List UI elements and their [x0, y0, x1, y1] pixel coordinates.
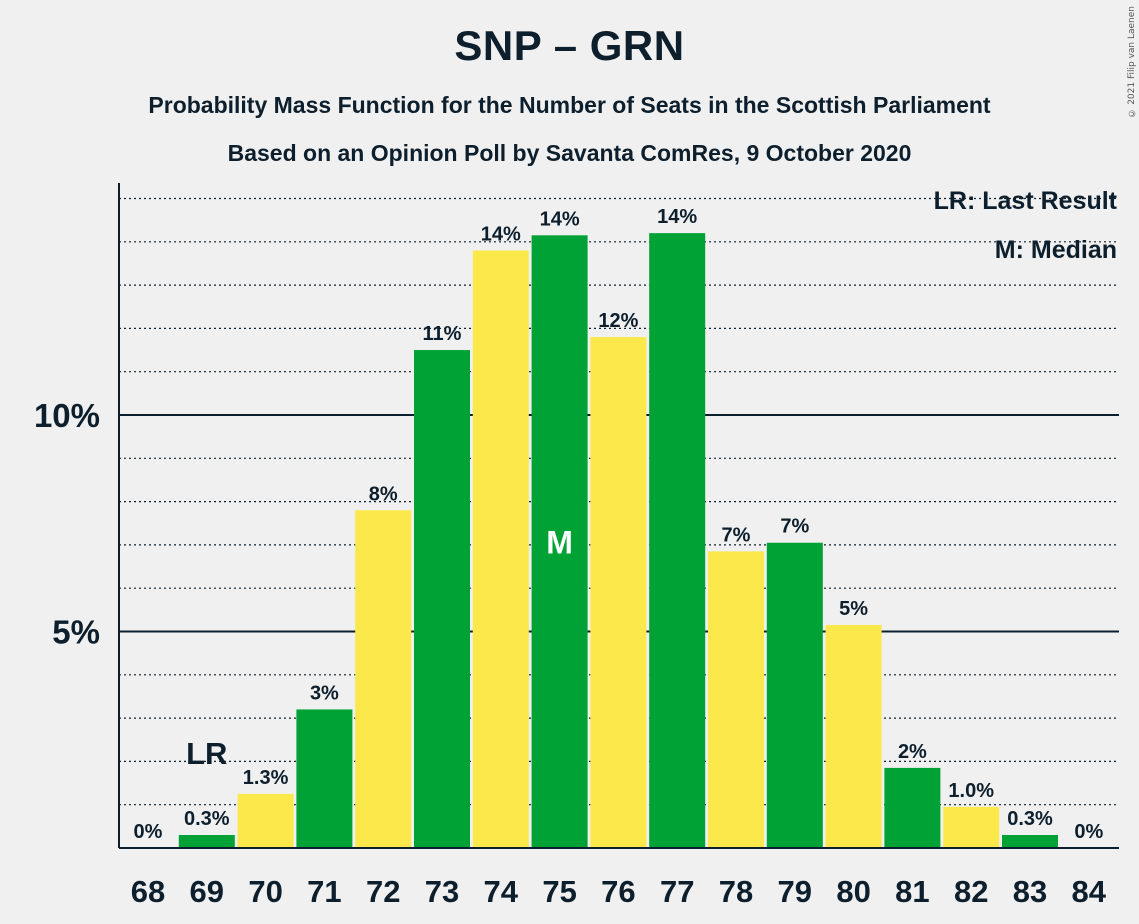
x-tick-label: 76: [601, 874, 635, 909]
value-label: 1.0%: [948, 780, 994, 802]
label-layer: 5% 10% 0% 68 0.3% 69 1.3% 70 3% 71 8% 72 11% 73 14% 74 1…: [34, 206, 1107, 909]
bar-seat-71: [296, 709, 353, 848]
x-tick-label: 78: [719, 874, 753, 909]
value-label: 8%: [369, 483, 398, 505]
value-label: 1.3%: [243, 767, 289, 789]
value-label: 0.3%: [1007, 808, 1053, 830]
value-label: 7%: [722, 524, 751, 546]
x-tick-label: 72: [366, 874, 400, 909]
x-tick-label: 69: [190, 874, 224, 909]
chart-subtitle: Probability Mass Function for the Number…: [148, 92, 991, 118]
value-label: 0%: [1074, 821, 1103, 843]
bar-seat-70: [237, 793, 294, 848]
x-tick-label: 77: [660, 874, 694, 909]
bar-seat-73: [414, 350, 470, 848]
bar-seat-80: [825, 625, 882, 848]
bar-seat-83: [1002, 835, 1058, 848]
x-tick-label: 82: [954, 874, 988, 909]
value-label: 14%: [540, 208, 580, 230]
value-label: 14%: [657, 206, 697, 228]
bar-seat-76: [590, 337, 647, 848]
chart-title: SNP – GRN: [454, 22, 685, 69]
median-marker: M: [546, 524, 573, 560]
bar-seat-74: [472, 250, 529, 848]
bar-seat-79: [766, 542, 823, 848]
bar-seat-82: [943, 806, 1000, 848]
x-tick-label: 84: [1072, 874, 1107, 909]
x-tick-label: 83: [1013, 874, 1047, 909]
y-tick-label: 5%: [52, 614, 100, 651]
x-tick-label: 75: [542, 874, 576, 909]
value-label: 12%: [598, 310, 638, 332]
bar-seat-78: [708, 551, 764, 848]
value-label: 2%: [898, 741, 927, 763]
bar-layer: [178, 233, 1058, 848]
x-tick-label: 80: [836, 874, 870, 909]
value-label: 0.3%: [184, 808, 230, 830]
bar-seat-75: [531, 235, 588, 848]
bar-seat-81: [884, 767, 941, 848]
last-result-marker: LR: [186, 736, 227, 771]
x-tick-label: 68: [131, 874, 165, 909]
x-tick-label: 74: [484, 874, 519, 909]
value-label: 14%: [481, 223, 521, 245]
x-tick-label: 70: [248, 874, 282, 909]
legend-median: M: Median: [995, 236, 1117, 264]
value-label: 11%: [423, 323, 462, 345]
bar-seat-69: [178, 835, 235, 848]
bar-seat-72: [355, 510, 412, 848]
value-label: 0%: [134, 821, 163, 843]
x-tick-label: 71: [307, 874, 341, 909]
x-tick-label: 81: [895, 874, 929, 909]
chart-subtitle-source: Based on an Opinion Poll by Savanta ComR…: [227, 140, 912, 166]
x-tick-label: 73: [425, 874, 459, 909]
value-label: 3%: [310, 682, 339, 704]
legend-last-result: LR: Last Result: [934, 187, 1118, 215]
y-tick-label: 10%: [34, 397, 100, 434]
x-tick-label: 79: [778, 874, 812, 909]
bar-seat-77: [649, 233, 706, 848]
value-label: 5%: [839, 598, 868, 620]
value-label: 7%: [780, 516, 809, 538]
